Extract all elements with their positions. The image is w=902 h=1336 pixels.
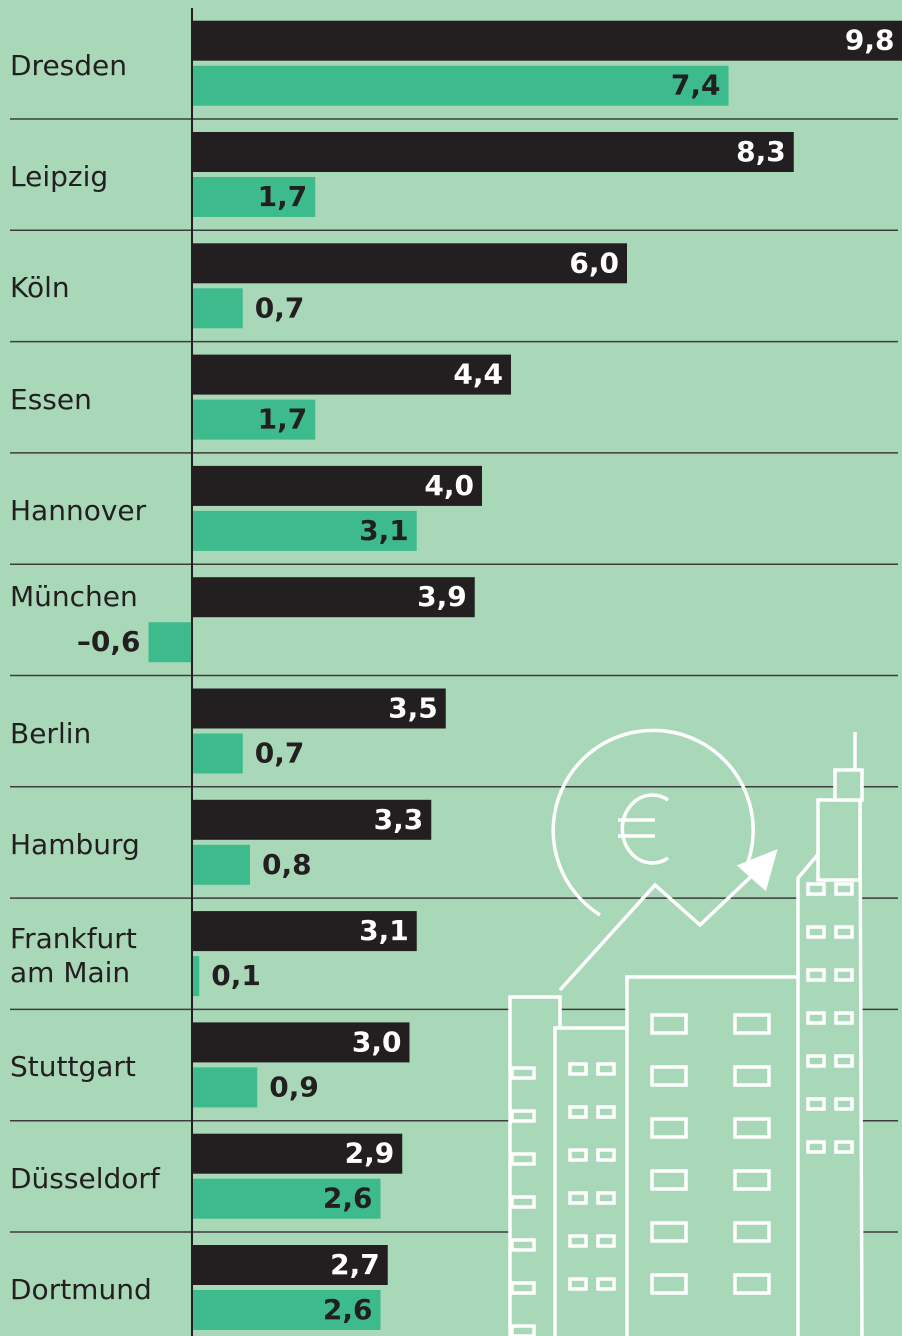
category-label: Stuttgart	[10, 1050, 182, 1084]
window	[836, 927, 852, 937]
window	[570, 1236, 586, 1246]
bar	[192, 845, 250, 885]
bar	[192, 288, 243, 328]
window	[836, 1099, 852, 1109]
value-label: 2,9	[345, 1137, 395, 1170]
bar	[192, 734, 243, 774]
bar	[192, 21, 902, 61]
window	[735, 1171, 769, 1189]
window	[836, 1056, 852, 1066]
window	[808, 927, 824, 937]
window	[570, 1064, 586, 1074]
window	[512, 1240, 534, 1250]
value-label: 3,1	[359, 514, 409, 547]
value-label: 2,6	[323, 1182, 373, 1215]
window	[735, 1223, 769, 1241]
window	[598, 1064, 614, 1074]
category-label: Leipzig	[10, 160, 182, 194]
value-label: 3,5	[388, 692, 438, 725]
window	[598, 1193, 614, 1203]
value-label: 0,9	[269, 1070, 319, 1103]
window	[735, 1015, 769, 1033]
window	[512, 1326, 534, 1336]
category-label: Frankfurt am Main	[10, 922, 182, 990]
window	[735, 1275, 769, 1293]
window	[512, 1154, 534, 1164]
window	[836, 1013, 852, 1023]
chart: 9,87,48,31,76,00,74,41,74,03,13,9–0,63,5…	[0, 0, 902, 1336]
value-label: 3,3	[374, 803, 424, 836]
illustration	[510, 730, 862, 1336]
window	[570, 1150, 586, 1160]
category-label: Essen	[10, 383, 182, 417]
window	[808, 1099, 824, 1109]
building	[835, 770, 862, 800]
value-label: 9,8	[845, 24, 895, 57]
bar	[192, 1067, 257, 1107]
window	[570, 1279, 586, 1289]
window	[808, 970, 824, 980]
window	[836, 884, 852, 894]
window	[735, 1067, 769, 1085]
arrow	[560, 868, 760, 990]
category-label: Hamburg	[10, 828, 182, 862]
window	[598, 1236, 614, 1246]
window	[808, 884, 824, 894]
window	[512, 1283, 534, 1293]
value-label: 7,4	[671, 69, 721, 102]
value-label: 2,7	[330, 1248, 380, 1281]
window	[570, 1193, 586, 1203]
bar	[149, 622, 193, 662]
window	[652, 1275, 686, 1293]
window	[598, 1150, 614, 1160]
window	[598, 1107, 614, 1117]
window	[735, 1119, 769, 1137]
value-label: 1,7	[258, 403, 308, 436]
building	[555, 1028, 628, 1336]
value-label: 6,0	[569, 246, 619, 279]
category-label: Köln	[10, 271, 182, 305]
value-label: 0,8	[262, 848, 312, 881]
value-label: –0,6	[77, 625, 141, 658]
value-label: 0,7	[255, 291, 305, 324]
window	[808, 1056, 824, 1066]
value-label: 0,7	[255, 737, 305, 770]
window	[808, 1013, 824, 1023]
bar	[192, 243, 627, 283]
bar	[192, 132, 794, 172]
euro-sign	[622, 795, 668, 863]
value-label: 4,0	[424, 469, 474, 502]
value-label: 3,0	[352, 1025, 402, 1058]
category-label: Hannover	[10, 494, 182, 528]
building	[818, 800, 860, 880]
window	[836, 1142, 852, 1152]
window	[808, 1142, 824, 1152]
category-label: Dortmund	[10, 1273, 182, 1307]
window	[512, 1068, 534, 1078]
value-label: 3,1	[359, 914, 409, 947]
category-label: Berlin	[10, 717, 182, 751]
category-label: Düsseldorf	[10, 1162, 182, 1196]
bar	[192, 956, 199, 996]
window	[512, 1197, 534, 1207]
value-label: 0,1	[211, 959, 261, 992]
value-label: 8,3	[736, 135, 786, 168]
value-label: 3,9	[417, 580, 467, 613]
window	[652, 1119, 686, 1137]
window	[652, 1171, 686, 1189]
value-label: 4,4	[453, 358, 503, 391]
window	[512, 1111, 534, 1121]
window	[652, 1015, 686, 1033]
value-label: 1,7	[258, 180, 308, 213]
bar	[192, 66, 729, 106]
window	[836, 970, 852, 980]
category-label: München	[10, 580, 182, 614]
value-label: 2,6	[323, 1293, 373, 1326]
page: {"chart_data": {"type": "bar", "orientat…	[0, 0, 902, 1336]
category-label: Dresden	[10, 49, 182, 83]
window	[598, 1279, 614, 1289]
window	[652, 1067, 686, 1085]
window	[652, 1223, 686, 1241]
window	[570, 1107, 586, 1117]
